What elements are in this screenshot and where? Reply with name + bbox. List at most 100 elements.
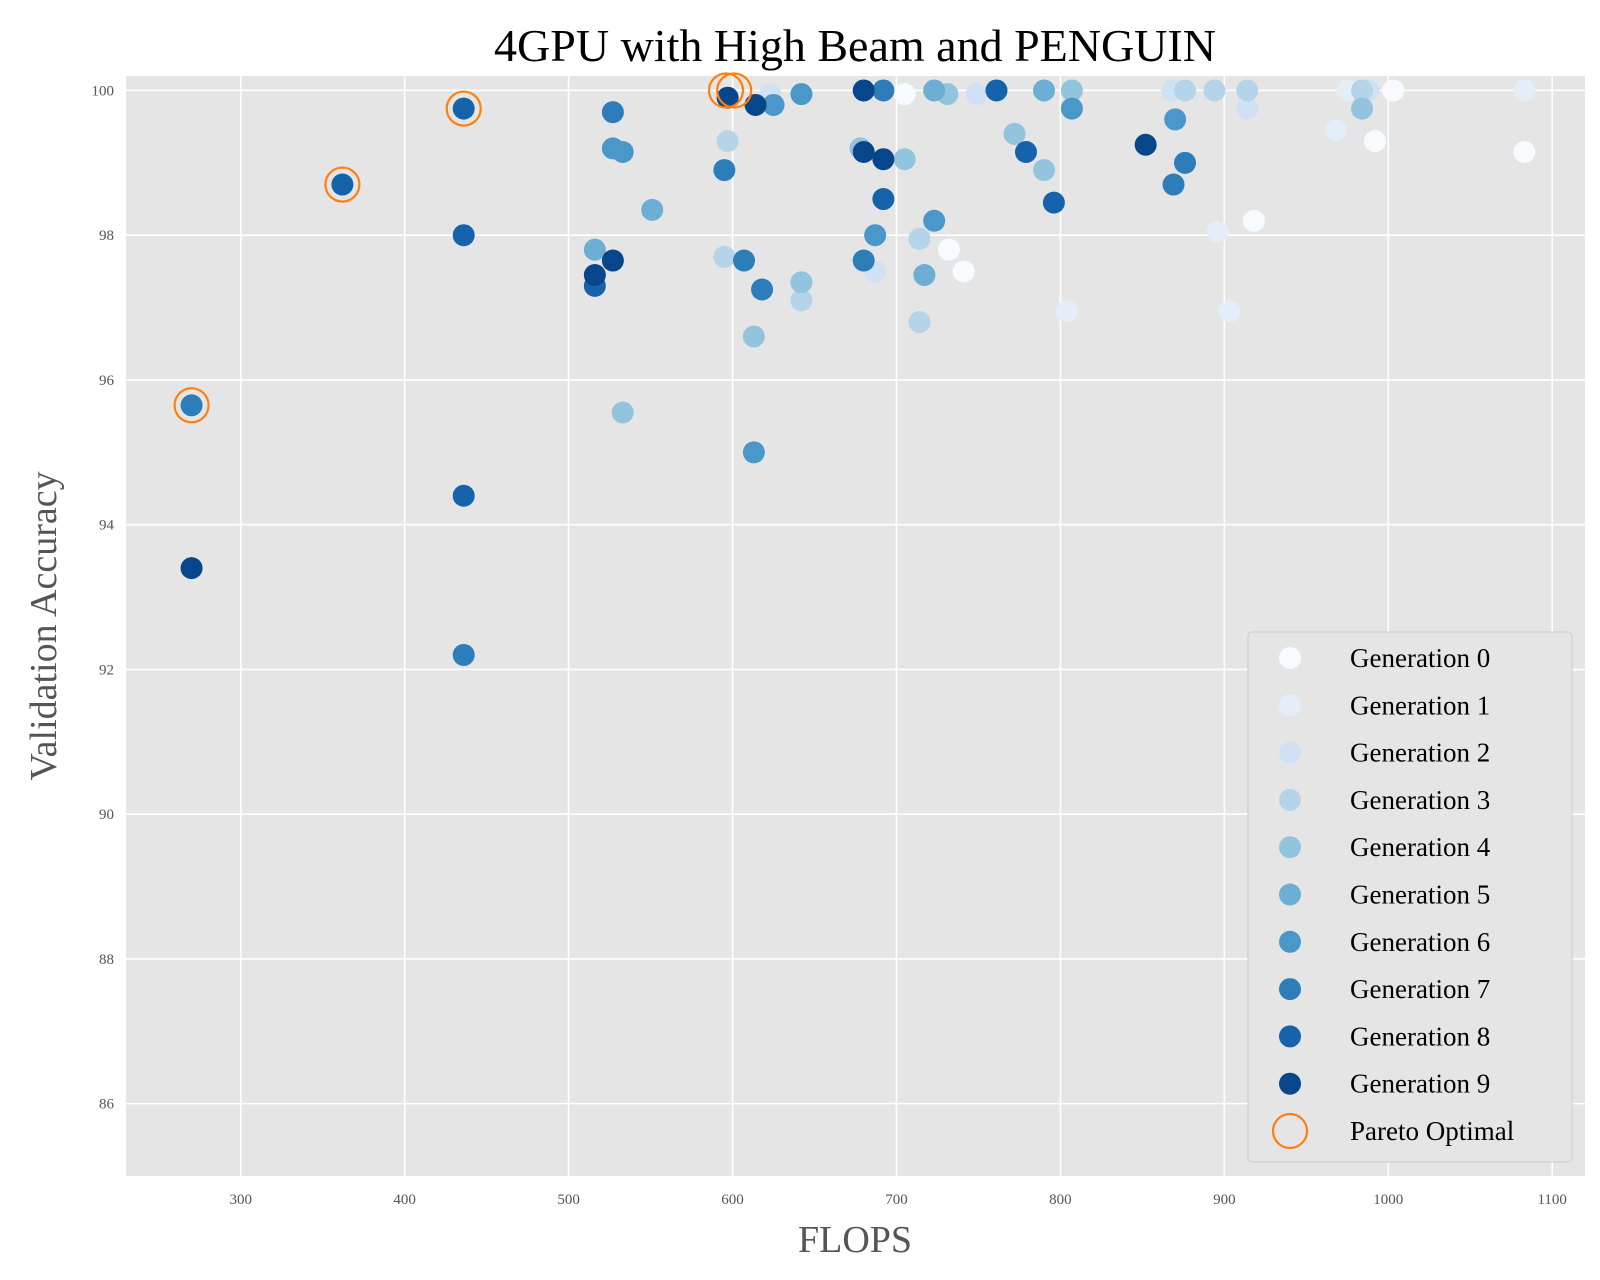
scatter-point-gen-5 bbox=[583, 238, 606, 261]
scatter-point-gen-4 bbox=[1351, 97, 1374, 120]
y-tick-label: 86 bbox=[99, 1097, 115, 1113]
scatter-point-gen-7 bbox=[452, 643, 475, 666]
scatter-point-gen-6 bbox=[1060, 97, 1083, 120]
scatter-point-gen-3 bbox=[1203, 79, 1226, 102]
x-tick-label: 300 bbox=[230, 1192, 253, 1208]
data-points bbox=[180, 79, 1536, 666]
scatter-point-gen-2 bbox=[1236, 97, 1259, 120]
x-tick-label: 900 bbox=[1213, 1192, 1236, 1208]
legend-label: Generation 2 bbox=[1350, 738, 1490, 768]
scatter-point-gen-0 bbox=[937, 238, 960, 261]
scatter-point-gen-6 bbox=[923, 209, 946, 232]
scatter-point-gen-4 bbox=[611, 401, 634, 424]
x-tick-label: 400 bbox=[393, 1192, 416, 1208]
scatter-point-gen-3 bbox=[1351, 79, 1374, 102]
scatter-point-gen-9 bbox=[583, 264, 606, 287]
scatter-point-gen-8 bbox=[452, 484, 475, 507]
scatter-point-gen-3 bbox=[1174, 79, 1197, 102]
scatter-point-gen-0 bbox=[893, 83, 916, 106]
legend-label: Pareto Optimal bbox=[1350, 1116, 1514, 1146]
legend-marker-gen-6 bbox=[1279, 930, 1301, 953]
y-tick-label: 96 bbox=[99, 373, 115, 389]
legend-label: Generation 1 bbox=[1350, 690, 1490, 720]
scatter-point-gen-9 bbox=[1134, 133, 1157, 156]
pareto-optimal-marker bbox=[445, 90, 482, 127]
legend-label: Generation 7 bbox=[1350, 974, 1490, 1004]
scatter-point-gen-9 bbox=[852, 79, 875, 102]
scatter-point-gen-4 bbox=[1060, 79, 1083, 102]
scatter-point-gen-7 bbox=[733, 249, 756, 272]
x-tick-label: 600 bbox=[721, 1192, 744, 1208]
scatter-point-gen-3 bbox=[908, 227, 931, 250]
scatter-point-gen-9 bbox=[744, 93, 767, 116]
scatter-point-gen-7 bbox=[601, 101, 624, 124]
scatter-point-gen-4 bbox=[742, 325, 765, 348]
scatter-point-gen-1 bbox=[1206, 220, 1229, 243]
scatter-point-gen-3 bbox=[713, 245, 736, 268]
legend-label: Generation 9 bbox=[1350, 1069, 1490, 1099]
legend-marker-gen-9 bbox=[1279, 1072, 1301, 1095]
y-tick-label: 94 bbox=[99, 518, 115, 534]
scatter-point-gen-0 bbox=[1242, 209, 1265, 232]
scatter-point-gen-4 bbox=[1003, 122, 1026, 145]
scatter-point-gen-7 bbox=[1162, 173, 1185, 196]
scatter-point-gen-8 bbox=[452, 97, 475, 120]
legend-marker-gen-4 bbox=[1279, 836, 1301, 859]
legend-label: Generation 0 bbox=[1350, 643, 1490, 673]
scatter-point-gen-3 bbox=[716, 130, 739, 153]
scatter-point-gen-8 bbox=[331, 173, 354, 196]
scatter-point-gen-6 bbox=[1164, 108, 1187, 131]
scatter-point-gen-9 bbox=[872, 148, 895, 171]
scatter-point-gen-6 bbox=[864, 224, 887, 247]
scatter-point-gen-6 bbox=[762, 93, 785, 116]
scatter-point-gen-3 bbox=[1236, 79, 1259, 102]
scatter-point-gen-8 bbox=[1042, 191, 1065, 214]
scatter-point-gen-0 bbox=[952, 260, 975, 283]
pareto-markers bbox=[173, 72, 753, 424]
x-tick-label: 500 bbox=[557, 1192, 580, 1208]
x-tick-labels: 300 400 500 600 700 800 900 1000 1100 bbox=[230, 1192, 1567, 1208]
y-tick-label: 90 bbox=[99, 807, 114, 823]
x-tick-label: 700 bbox=[885, 1192, 908, 1208]
scatter-point-gen-1 bbox=[1324, 119, 1347, 142]
scatter-point-gen-6 bbox=[790, 83, 813, 106]
scatter-point-gen-4 bbox=[893, 148, 916, 171]
scatter-point-gen-3 bbox=[908, 311, 931, 334]
scatter-point-gen-9 bbox=[852, 140, 875, 163]
legend-marker-gen-7 bbox=[1279, 978, 1301, 1001]
chart-title: 4GPU with High Beam and PENGUIN bbox=[494, 20, 1216, 71]
legend-marker-pareto bbox=[1271, 1112, 1309, 1150]
legend-label: Generation 4 bbox=[1350, 832, 1491, 862]
scatter-point-gen-7 bbox=[872, 79, 895, 102]
x-tick-label: 800 bbox=[1049, 1192, 1072, 1208]
scatter-point-gen-6 bbox=[611, 140, 634, 163]
scatter-point-gen-4 bbox=[1033, 159, 1056, 182]
legend-marker-gen-0 bbox=[1279, 647, 1301, 669]
y-tick-labels: 86 88 90 92 94 96 98 100 bbox=[92, 83, 115, 1112]
scatter-point-gen-8 bbox=[872, 188, 895, 211]
scatter-point-gen-9 bbox=[601, 249, 624, 272]
legend-label: Generation 3 bbox=[1350, 785, 1490, 815]
scatter-point-gen-2 bbox=[965, 83, 988, 106]
scatter-point-gen-4 bbox=[790, 271, 813, 294]
scatter-point-gen-0 bbox=[1513, 140, 1536, 163]
legend-marker-gen-2 bbox=[1279, 741, 1301, 764]
x-tick-label: 1000 bbox=[1373, 1192, 1403, 1208]
scatter-point-gen-1 bbox=[1513, 79, 1536, 102]
scatter-point-gen-7 bbox=[180, 394, 203, 417]
scatter-point-gen-7 bbox=[751, 278, 774, 301]
pareto-optimal-marker bbox=[716, 72, 753, 109]
legend-label: Generation 5 bbox=[1350, 880, 1490, 910]
y-tick-label: 98 bbox=[99, 228, 114, 244]
scatter-point-gen-0 bbox=[1364, 130, 1387, 153]
legend-marker-gen-5 bbox=[1279, 883, 1301, 906]
x-tick-label: 1100 bbox=[1537, 1192, 1566, 1208]
legend-marker-gen-1 bbox=[1279, 694, 1301, 717]
scatter-point-gen-8 bbox=[452, 224, 475, 247]
legend-box bbox=[1247, 631, 1573, 1163]
legend-label: Generation 8 bbox=[1350, 1021, 1490, 1051]
scatter-point-gen-9 bbox=[180, 557, 203, 580]
scatter-point-gen-5 bbox=[1033, 79, 1056, 102]
y-tick-label: 100 bbox=[92, 83, 115, 99]
